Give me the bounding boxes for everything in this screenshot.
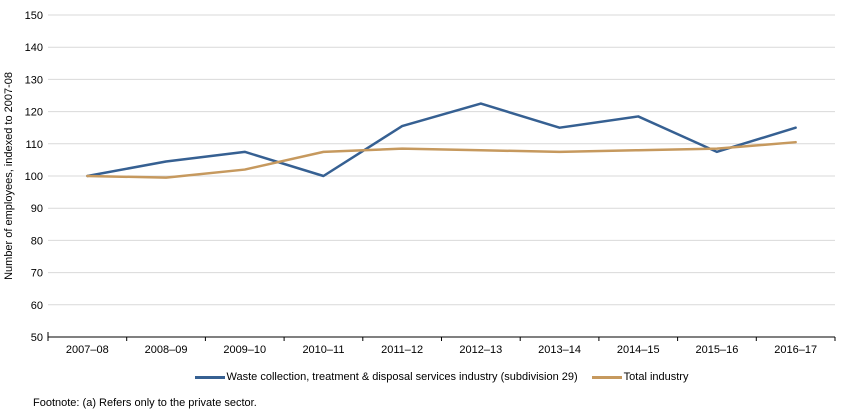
y-tick-label: 130 xyxy=(25,74,43,86)
series-line-1 xyxy=(86,140,797,179)
y-tick-label: 60 xyxy=(31,300,43,312)
y-tick-label: 150 xyxy=(25,10,43,22)
legend-item-waste-industry: Waste collection, treatment & disposal s… xyxy=(194,371,578,383)
legend-label-waste-industry: Waste collection, treatment & disposal s… xyxy=(226,371,578,383)
x-tick-label: 2015–16 xyxy=(696,344,739,356)
legend-swatch-waste-industry xyxy=(194,375,225,379)
y-tick-label: 50 xyxy=(31,332,43,344)
legend-item-total-industry: Total industry xyxy=(591,371,689,383)
y-tick-label: 70 xyxy=(31,268,43,280)
y-tick-label: 80 xyxy=(31,235,43,247)
legend: Waste collection, treatment & disposal s… xyxy=(48,369,835,385)
x-tick-label: 2012–13 xyxy=(459,344,502,356)
footnote: Footnote: (a) Refers only to the private… xyxy=(33,397,257,409)
x-tick-label: 2013–14 xyxy=(538,344,581,356)
x-tick-label: 2010–11 xyxy=(302,344,344,356)
y-axis-title-wrap: Number of employees, indexed to 2007-08 xyxy=(2,15,16,337)
x-tick-label: 2008–09 xyxy=(145,344,188,356)
y-tick-label: 120 xyxy=(25,107,43,119)
y-tick-label: 110 xyxy=(25,139,43,151)
x-tick-label: 2011–12 xyxy=(381,344,423,356)
x-tick-label: 2009–10 xyxy=(223,344,266,356)
x-tick-label: 2016–17 xyxy=(774,344,817,356)
y-tick-label: 140 xyxy=(25,42,43,54)
x-tick-label: 2014–15 xyxy=(617,344,660,356)
legend-swatch-total-industry xyxy=(591,375,622,379)
legend-label-total-industry: Total industry xyxy=(623,371,689,383)
y-tick-label: 90 xyxy=(31,203,43,215)
y-axis-title: Number of employees, indexed to 2007-08 xyxy=(3,72,15,280)
x-tick-label: 2007–08 xyxy=(66,344,109,356)
y-tick-label: 100 xyxy=(25,171,43,183)
series-line-0 xyxy=(86,102,797,178)
